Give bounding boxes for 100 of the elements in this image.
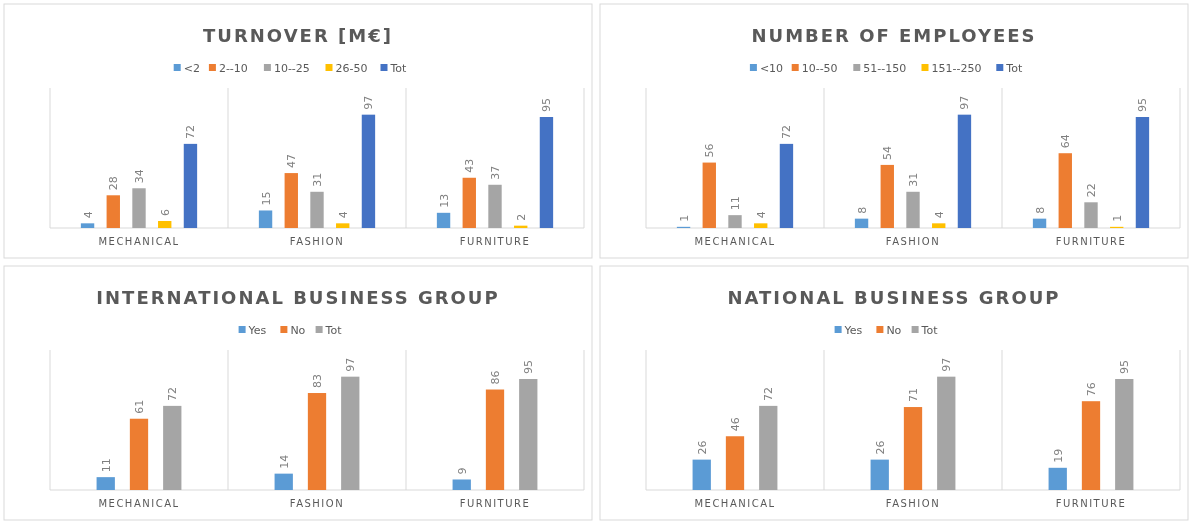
data-label: 97 — [958, 95, 972, 110]
data-label: 56 — [703, 143, 717, 158]
bar — [106, 195, 120, 228]
legend-label: <2 — [183, 62, 200, 75]
data-label: 72 — [166, 386, 180, 401]
x-tick-label: MECHANICAL — [98, 498, 180, 509]
legend-label: Tot — [920, 324, 939, 337]
data-label: 47 — [285, 154, 299, 169]
data-label: 4 — [81, 211, 95, 219]
x-tick-label: FASHION — [289, 236, 345, 247]
bar — [307, 393, 327, 490]
bar — [1032, 218, 1047, 228]
bar — [96, 477, 115, 490]
bar — [906, 191, 920, 228]
bar — [903, 407, 923, 490]
data-label: 86 — [489, 370, 502, 385]
bar — [361, 114, 376, 228]
bar — [779, 143, 794, 228]
data-label: 72 — [184, 124, 198, 139]
bar — [728, 215, 742, 228]
legend-label: Tot — [389, 62, 408, 75]
x-tick-label: FASHION — [885, 236, 941, 247]
bar — [932, 223, 946, 228]
data-label: 97 — [344, 357, 358, 372]
x-tick-label: MECHANICAL — [694, 236, 776, 247]
data-label: 34 — [133, 169, 146, 184]
bar — [1084, 202, 1098, 228]
legend-label: No — [886, 324, 902, 337]
bar — [436, 212, 451, 228]
chart-title: NATIONAL BUSINESS GROUP — [727, 287, 1061, 308]
x-tick-label: FURNITURE — [1055, 236, 1127, 247]
legend-label: 26-50 — [335, 62, 368, 75]
bar — [1115, 379, 1134, 490]
data-label: 11 — [729, 196, 742, 211]
x-tick-label: FURNITURE — [459, 236, 531, 247]
data-label: 97 — [362, 95, 376, 110]
data-label: 97 — [940, 357, 954, 372]
chart-title: INTERNATIONAL BUSINESS GROUP — [96, 287, 500, 308]
data-label: 95 — [1136, 98, 1150, 112]
data-label: 1 — [1110, 214, 1124, 222]
data-label: 31 — [907, 172, 920, 187]
data-label: 9 — [455, 467, 469, 475]
bar — [1048, 467, 1067, 490]
bar — [336, 223, 350, 228]
legend-label: 51--150 — [863, 62, 907, 75]
chart-title: TURNOVER [M€] — [203, 25, 393, 46]
data-label: 26 — [695, 440, 709, 455]
data-label: 8 — [855, 206, 869, 214]
bar — [129, 418, 149, 490]
bar — [158, 220, 172, 228]
x-tick-label: FURNITURE — [459, 498, 531, 509]
legend-label: <10 — [759, 62, 784, 75]
legend-label: Yes — [247, 324, 267, 337]
data-label: 4 — [932, 211, 946, 219]
bar — [870, 459, 889, 490]
chart-title: NUMBER OF EMPLOYEES — [751, 25, 1037, 46]
data-label: 71 — [907, 388, 920, 403]
x-tick-label: MECHANICAL — [98, 236, 180, 247]
x-tick-label: MECHANICAL — [694, 498, 776, 509]
data-label: 22 — [1085, 183, 1098, 198]
data-label: 54 — [881, 145, 895, 160]
legend-label: Tot — [1005, 62, 1023, 75]
x-tick-label: FASHION — [885, 498, 941, 509]
legend-label: 2--10 — [218, 62, 248, 75]
data-label: 1 — [677, 214, 691, 222]
data-label: 95 — [522, 360, 536, 374]
bar — [462, 177, 476, 228]
legend-label: 10--25 — [273, 62, 310, 75]
data-label: 15 — [259, 191, 273, 206]
bar — [183, 143, 198, 228]
legend-label: Tot — [324, 324, 343, 337]
bar — [1081, 401, 1101, 490]
legend-label: Yes — [843, 324, 863, 337]
bar — [341, 376, 360, 490]
bar — [284, 173, 298, 228]
bar — [132, 188, 146, 228]
data-label: 14 — [277, 454, 291, 469]
bar — [452, 479, 471, 490]
bar — [702, 162, 716, 228]
data-label: 76 — [1085, 382, 1098, 397]
bar — [692, 459, 711, 490]
data-label: 28 — [107, 176, 121, 191]
data-label: 26 — [873, 440, 887, 455]
data-label: 46 — [729, 417, 742, 432]
bar — [854, 218, 869, 228]
data-label: 31 — [311, 172, 324, 187]
bar — [1135, 117, 1150, 228]
legend-label: 151--250 — [931, 62, 982, 75]
data-label: 72 — [762, 386, 776, 401]
bar — [957, 114, 972, 228]
data-label: 43 — [463, 158, 477, 173]
data-label: 19 — [1051, 448, 1065, 463]
bar — [759, 405, 778, 490]
x-tick-label: FASHION — [289, 498, 345, 509]
data-label: 13 — [437, 193, 451, 208]
bar — [485, 389, 505, 490]
data-label: 2 — [514, 213, 528, 221]
data-label: 72 — [780, 124, 794, 139]
data-label: 64 — [1059, 134, 1073, 149]
bar — [754, 223, 768, 228]
